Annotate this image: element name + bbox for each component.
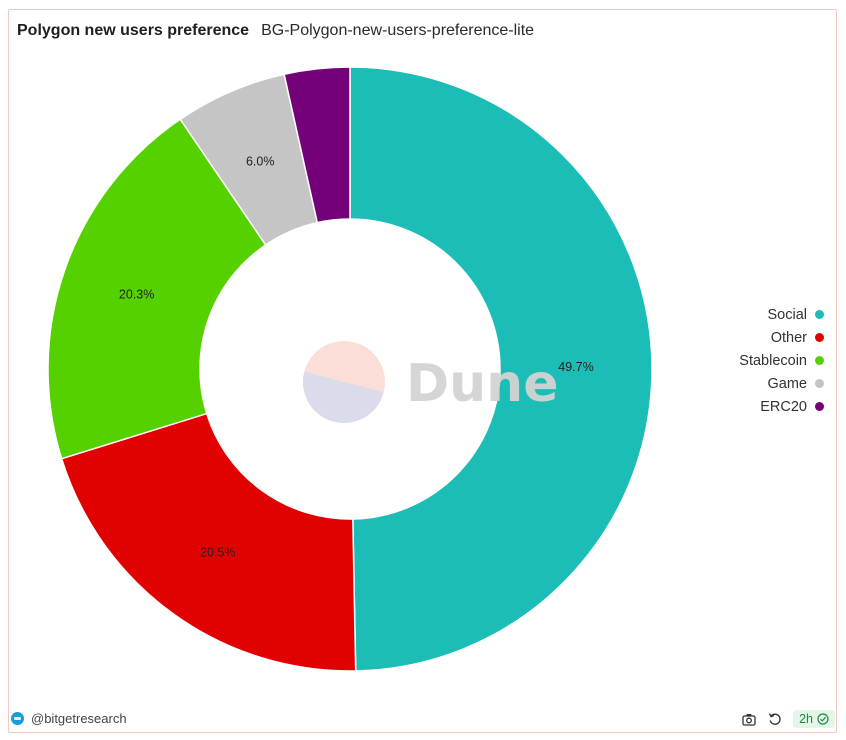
slice-label-social: 49.7%	[558, 360, 593, 374]
legend-item-erc20[interactable]: ERC20	[739, 398, 824, 415]
legend-item-game[interactable]: Game	[739, 375, 824, 392]
legend-label: Social	[767, 306, 808, 323]
refresh-age: 2h	[799, 712, 813, 726]
slice-erc20[interactable]	[283, 66, 351, 224]
watermark-logo-bottom	[303, 371, 384, 423]
legend-label: Game	[767, 375, 808, 392]
legend-label: Other	[770, 329, 807, 346]
legend-swatch	[815, 310, 824, 319]
legend-label: ERC20	[760, 398, 807, 415]
chart-title: Polygon new users preference	[17, 22, 250, 39]
legend-item-social[interactable]: Social	[739, 306, 824, 323]
author-link[interactable]: @bitgetresearch	[11, 711, 127, 726]
legend-label: Stablecoin	[739, 352, 807, 369]
query-name[interactable]: BG-Polygon-new-users-preference-lite	[261, 22, 535, 39]
slice-social[interactable]	[349, 66, 653, 672]
legend-swatch	[815, 379, 824, 388]
check-circle-icon	[817, 713, 829, 725]
legend-item-stablecoin[interactable]: Stablecoin	[739, 352, 824, 369]
chart-header: Polygon new users preference BG-Polygon-…	[17, 22, 534, 40]
legend-swatch	[815, 356, 824, 365]
watermark-text: Dune	[406, 354, 558, 414]
watermark: Dune	[303, 341, 558, 423]
slice-label-other: 20.5%	[200, 545, 235, 559]
footer-actions: 2h	[741, 710, 835, 728]
camera-icon[interactable]	[741, 711, 757, 727]
slice-other[interactable]	[60, 412, 357, 672]
legend-swatch	[815, 333, 824, 342]
author-name: @bitgetresearch	[31, 711, 127, 726]
slice-label-game: 6.0%	[246, 155, 275, 169]
slice-label-stablecoin: 20.3%	[119, 287, 154, 301]
avatar	[11, 712, 24, 725]
legend: Social Other Stablecoin Game ERC20	[739, 306, 824, 415]
legend-item-other[interactable]: Other	[739, 329, 824, 346]
slices-group	[47, 66, 653, 672]
slice-labels-group: 49.7% 20.5% 20.3% 6.0%	[119, 155, 594, 560]
legend-swatch	[815, 402, 824, 411]
refresh-status-badge[interactable]: 2h	[793, 710, 835, 728]
refresh-icon[interactable]	[767, 711, 783, 727]
slice-stablecoin[interactable]	[47, 118, 267, 460]
